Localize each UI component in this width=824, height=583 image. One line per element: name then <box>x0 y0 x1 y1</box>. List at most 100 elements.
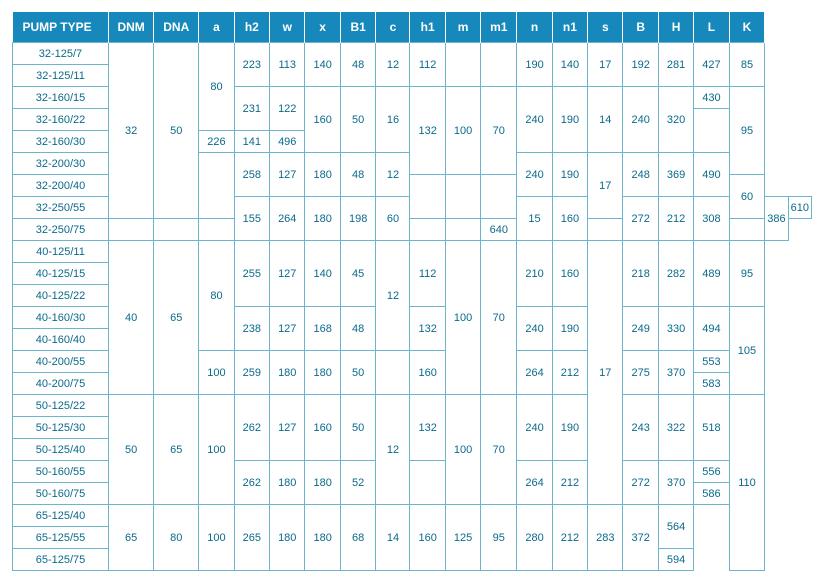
value-cell: 15 <box>517 197 552 241</box>
value-cell: 17 <box>588 153 623 219</box>
value-cell: 132 <box>410 307 445 351</box>
pump-type-cell: 32-160/15 <box>13 87 109 109</box>
value-cell: 180 <box>305 351 340 395</box>
value-cell: 48 <box>340 307 376 351</box>
value-cell: 140 <box>305 241 340 307</box>
value-cell <box>154 219 199 241</box>
col-header: h1 <box>410 12 445 43</box>
value-cell: 100 <box>199 505 234 571</box>
value-cell <box>410 175 445 219</box>
value-cell: 223 <box>234 43 269 87</box>
value-cell: 70 <box>481 241 517 395</box>
value-cell: 100 <box>445 241 480 395</box>
col-header: H <box>658 12 693 43</box>
pump-type-cell: 65-125/75 <box>13 549 109 571</box>
col-header: w <box>270 12 305 43</box>
col-header: a <box>199 12 234 43</box>
value-cell <box>108 219 153 241</box>
value-cell: 180 <box>305 197 340 241</box>
value-cell: 180 <box>270 351 305 395</box>
col-header: m1 <box>481 12 517 43</box>
value-cell: 12 <box>376 395 410 505</box>
value-cell: 243 <box>623 395 658 461</box>
pump-type-cell: 50-160/55 <box>13 461 109 483</box>
value-cell: 258 <box>234 153 269 197</box>
value-cell: 60 <box>376 197 410 241</box>
value-cell: 583 <box>694 373 729 395</box>
value-cell: 494 <box>694 307 729 351</box>
value-cell: 100 <box>199 395 234 505</box>
pump-type-cell: 32-125/7 <box>13 43 109 65</box>
value-cell: 160 <box>305 87 340 153</box>
value-cell <box>445 43 480 87</box>
col-header: PUMP TYPE <box>13 12 109 43</box>
value-cell: 283 <box>588 505 623 571</box>
value-cell: 17 <box>588 241 623 505</box>
value-cell: 180 <box>270 505 305 571</box>
value-cell: 430 <box>694 87 729 109</box>
value-cell: 140 <box>552 43 587 87</box>
value-cell: 180 <box>270 461 305 505</box>
pump-type-cell: 32-125/11 <box>13 65 109 87</box>
value-cell: 553 <box>694 351 729 373</box>
value-cell: 190 <box>552 153 587 197</box>
value-cell: 190 <box>552 395 587 461</box>
value-cell: 248 <box>623 153 658 197</box>
value-cell: 160 <box>552 241 587 307</box>
value-cell: 80 <box>154 505 199 571</box>
value-cell: 141 <box>234 131 269 153</box>
value-cell <box>410 219 445 241</box>
pump-spec-table: PUMP TYPEDNMDNAah2wxB1ch1mm1nn1sBHLK 32-… <box>12 12 812 571</box>
value-cell: 255 <box>234 241 269 307</box>
col-header: B1 <box>340 12 376 43</box>
value-cell: 262 <box>234 395 269 461</box>
value-cell: 17 <box>588 43 623 87</box>
value-cell: 50 <box>340 351 376 395</box>
pump-type-cell: 32-200/40 <box>13 175 109 197</box>
value-cell: 85 <box>729 43 765 87</box>
value-cell: 226 <box>199 131 234 153</box>
pump-type-cell: 65-125/40 <box>13 505 109 527</box>
value-cell: 65 <box>154 241 199 395</box>
value-cell: 212 <box>552 461 587 505</box>
value-cell <box>445 219 480 241</box>
value-cell: 16 <box>376 87 410 153</box>
value-cell: 48 <box>340 153 376 197</box>
value-cell: 14 <box>376 505 410 571</box>
value-cell: 198 <box>340 197 376 241</box>
value-cell: 262 <box>234 461 269 505</box>
pump-type-cell: 50-125/30 <box>13 417 109 439</box>
value-cell: 12 <box>376 43 410 87</box>
pump-type-cell: 32-250/55 <box>13 197 109 219</box>
pump-type-cell: 40-200/55 <box>13 351 109 373</box>
value-cell: 100 <box>199 351 234 395</box>
value-cell: 190 <box>552 87 587 153</box>
value-cell: 52 <box>340 461 376 505</box>
value-cell: 95 <box>481 505 517 571</box>
value-cell: 369 <box>658 153 693 197</box>
value-cell: 180 <box>305 153 340 197</box>
table-row: 40-125/114065802551271404512112100702101… <box>13 241 812 263</box>
col-header: n <box>517 12 552 43</box>
col-header: s <box>588 12 623 43</box>
value-cell: 160 <box>410 505 445 571</box>
value-cell: 50 <box>154 43 199 219</box>
value-cell: 518 <box>694 395 729 461</box>
value-cell: 70 <box>481 87 517 175</box>
value-cell: 370 <box>658 351 693 395</box>
value-cell: 140 <box>305 43 340 87</box>
value-cell: 640 <box>481 219 517 241</box>
value-cell: 12 <box>376 153 410 197</box>
value-cell: 80 <box>199 241 234 351</box>
value-cell: 160 <box>305 395 340 461</box>
table-body: 32-125/732508022311314048121121901401719… <box>13 43 812 571</box>
value-cell: 489 <box>694 241 729 307</box>
pump-type-cell: 40-125/11 <box>13 241 109 263</box>
value-cell: 95 <box>729 87 765 175</box>
value-cell <box>376 351 410 395</box>
col-header: c <box>376 12 410 43</box>
value-cell: 556 <box>694 461 729 483</box>
value-cell: 210 <box>517 241 552 307</box>
value-cell: 240 <box>517 395 552 461</box>
value-cell: 320 <box>658 87 693 153</box>
